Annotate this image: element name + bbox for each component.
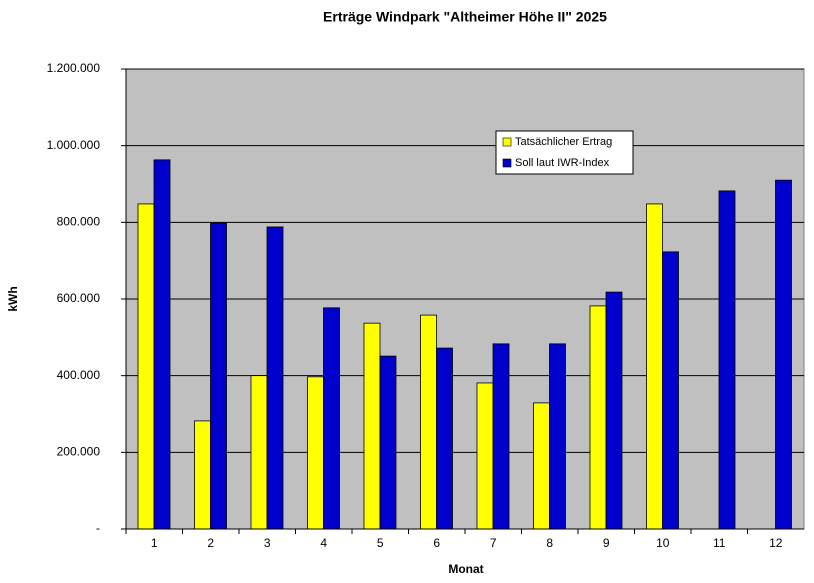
- bar: [194, 420, 211, 530]
- bar: [662, 251, 679, 530]
- bar: [775, 179, 792, 530]
- x-tick-label: 8: [546, 536, 553, 550]
- bar: [137, 203, 155, 530]
- legend-swatch: [502, 137, 512, 147]
- x-tick-label: 10: [656, 536, 670, 550]
- y-axis-label: kWh: [6, 286, 20, 311]
- bar: [379, 355, 397, 530]
- bar: [605, 291, 623, 530]
- x-tick-label: 9: [603, 536, 610, 550]
- bar: [153, 159, 171, 530]
- x-tick-label: 11: [713, 536, 726, 550]
- bar: [549, 343, 566, 530]
- x-axis-label: Monat: [448, 562, 483, 576]
- bar: [436, 347, 453, 530]
- bar: [420, 314, 437, 530]
- x-tick-label: 6: [433, 536, 440, 550]
- bar: [476, 382, 494, 530]
- y-tick-label: 400.000: [57, 368, 101, 382]
- y-tick-label: 800.000: [57, 215, 101, 229]
- legend: Tatsächlicher Ertrag Soll laut IWR-Index: [495, 130, 634, 175]
- bar: [323, 307, 340, 530]
- x-tick-label: 2: [207, 536, 214, 550]
- bar: [492, 343, 510, 530]
- x-tick-label: 12: [769, 536, 783, 550]
- y-tick-label: -: [96, 521, 100, 535]
- y-tick-label: 1.000.000: [47, 138, 101, 152]
- bar: [307, 376, 324, 530]
- y-tick-label: 1.200.000: [47, 61, 101, 75]
- bar: [589, 305, 607, 530]
- x-tick-label: 3: [264, 536, 271, 550]
- bar: [363, 322, 381, 530]
- bar: [533, 402, 550, 530]
- legend-swatch: [502, 158, 512, 168]
- x-tick-label: 1: [151, 536, 158, 550]
- legend-box: [495, 130, 634, 175]
- chart-title: Erträge Windpark "Altheimer Höhe II" 202…: [323, 9, 607, 25]
- y-tick-label: 200.000: [57, 445, 101, 459]
- bar: [266, 226, 284, 530]
- bar: [250, 375, 268, 530]
- legend-label: Tatsächlicher Ertrag: [515, 136, 612, 148]
- bar: [210, 222, 227, 530]
- bar: [718, 190, 736, 530]
- x-tick-label: 7: [490, 536, 497, 550]
- legend-label: Soll laut IWR-Index: [515, 157, 610, 169]
- bar: [646, 203, 663, 530]
- y-tick-label: 600.000: [57, 291, 101, 305]
- x-tick-label: 4: [320, 536, 327, 550]
- x-tick-label: 5: [377, 536, 384, 550]
